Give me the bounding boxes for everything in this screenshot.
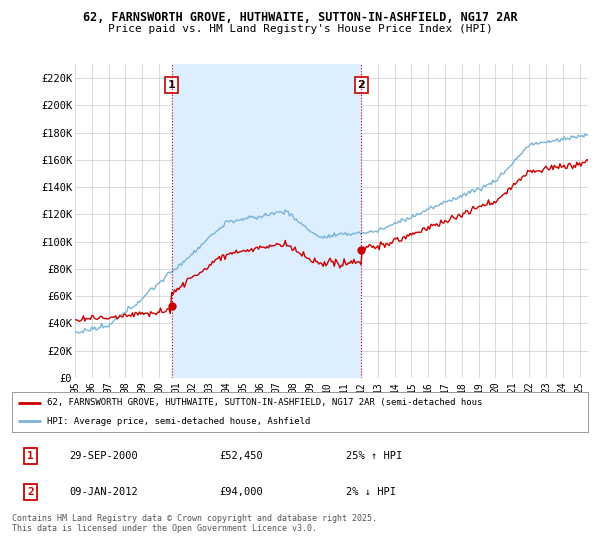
Text: £52,450: £52,450: [220, 451, 263, 461]
Text: 62, FARNSWORTH GROVE, HUTHWAITE, SUTTON-IN-ASHFIELD, NG17 2AR: 62, FARNSWORTH GROVE, HUTHWAITE, SUTTON-…: [83, 11, 517, 24]
Text: Contains HM Land Registry data © Crown copyright and database right 2025.
This d: Contains HM Land Registry data © Crown c…: [12, 514, 377, 534]
Text: 1: 1: [168, 80, 176, 90]
Text: 1: 1: [27, 451, 34, 461]
Text: 2: 2: [358, 80, 365, 90]
Text: 29-SEP-2000: 29-SEP-2000: [70, 451, 139, 461]
Text: 09-JAN-2012: 09-JAN-2012: [70, 487, 139, 497]
Text: 2% ↓ HPI: 2% ↓ HPI: [346, 487, 396, 497]
Text: 25% ↑ HPI: 25% ↑ HPI: [346, 451, 403, 461]
Text: Price paid vs. HM Land Registry's House Price Index (HPI): Price paid vs. HM Land Registry's House …: [107, 24, 493, 34]
Text: HPI: Average price, semi-detached house, Ashfield: HPI: Average price, semi-detached house,…: [47, 417, 310, 426]
Text: 2: 2: [27, 487, 34, 497]
Bar: [172, 64, 361, 378]
Text: 62, FARNSWORTH GROVE, HUTHWAITE, SUTTON-IN-ASHFIELD, NG17 2AR (semi-detached hou: 62, FARNSWORTH GROVE, HUTHWAITE, SUTTON-…: [47, 398, 482, 407]
Text: £94,000: £94,000: [220, 487, 263, 497]
